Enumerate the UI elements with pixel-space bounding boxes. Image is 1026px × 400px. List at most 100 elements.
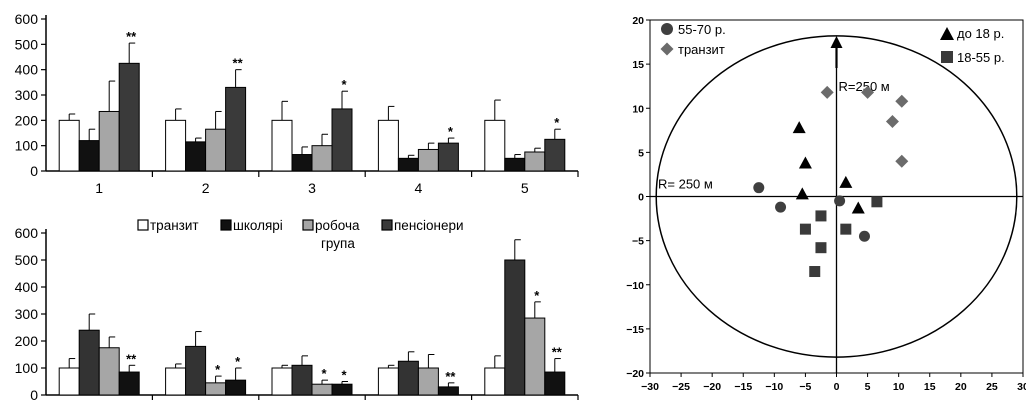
legend-marker-triangle xyxy=(940,27,954,40)
significance-mark: * xyxy=(341,77,347,92)
circle-point xyxy=(775,202,786,213)
diamond-point xyxy=(821,86,834,99)
bar xyxy=(505,158,525,171)
x-tick-label: 10 xyxy=(893,381,905,393)
bar xyxy=(99,348,119,395)
bar-chart-bottom: 0100200300400500600***** * *****транзит шко… xyxy=(15,218,578,400)
y-tick-label: 200 xyxy=(15,112,39,128)
legend-label: робоча xyxy=(315,218,360,233)
circle-point xyxy=(753,182,764,193)
triangle-point xyxy=(793,121,806,133)
bar xyxy=(438,387,458,395)
bar xyxy=(312,384,332,395)
bar xyxy=(292,365,312,395)
category-label: 1 xyxy=(95,180,103,196)
y-tick-label: 500 xyxy=(15,36,39,52)
significance-mark: ** xyxy=(233,56,244,71)
y-tick-label: 0 xyxy=(30,163,38,179)
bar xyxy=(545,372,565,395)
circle-point xyxy=(834,195,845,206)
y-tick-label: −20 xyxy=(626,368,644,380)
legend-label: група xyxy=(321,236,355,251)
x-tick-label: −30 xyxy=(641,381,659,393)
legend-label: 55-70 р. xyxy=(678,22,726,37)
category-label: 3 xyxy=(308,180,316,196)
bar xyxy=(438,143,458,171)
significance-mark: ** xyxy=(445,369,456,384)
triangle-point xyxy=(839,176,852,188)
category-label: 4 xyxy=(415,180,423,196)
x-tick-label: 30 xyxy=(1017,381,1026,393)
y-tick-label: 300 xyxy=(15,87,39,103)
square-point xyxy=(840,224,851,235)
legend-marker-square xyxy=(941,51,953,63)
bar xyxy=(272,120,292,171)
bar xyxy=(119,372,139,395)
x-tick-label: 20 xyxy=(955,381,967,393)
bar xyxy=(485,120,505,171)
bar xyxy=(332,109,352,171)
significance-mark: ** xyxy=(552,345,563,360)
legend-swatch xyxy=(221,220,231,230)
north-arrow-icon xyxy=(831,36,843,48)
bar xyxy=(332,384,352,395)
legend-marker-circle xyxy=(661,23,673,35)
bar xyxy=(398,361,418,395)
bar xyxy=(545,139,565,171)
y-tick-label: −10 xyxy=(626,280,644,292)
category-label: 2 xyxy=(202,180,210,196)
y-tick-label: 600 xyxy=(15,11,39,27)
significance-mark: * xyxy=(215,362,221,377)
y-tick-label: −5 xyxy=(632,236,644,248)
bar xyxy=(505,260,525,395)
significance-mark: * xyxy=(534,288,540,303)
significance-mark: * xyxy=(554,115,560,130)
legend-label: транзит xyxy=(678,42,725,57)
legend-swatch xyxy=(382,220,392,230)
bar xyxy=(378,368,398,395)
triangle-point xyxy=(796,187,809,199)
bar xyxy=(525,152,545,171)
diamond-point xyxy=(886,115,899,128)
legend-label: до 18 р. xyxy=(957,26,1004,41)
x-tick-label: 15 xyxy=(924,381,936,393)
bar-chart-top: 0 100 200 300 400 500 600 1 ** 2 ** 3 * 4 * 5 * xyxy=(15,11,578,196)
circle-label-left: R= 250 м xyxy=(658,177,713,192)
y-tick-label: 600 xyxy=(15,225,39,241)
scatter-chart: −30 −25 −20 −15 −10 −5 0 5 10 15 20 25 30 −20 −15 −10 −5… xyxy=(626,15,1026,393)
legend-marker-diamond xyxy=(661,43,674,56)
bar xyxy=(166,368,186,395)
triangle-point xyxy=(852,201,865,213)
x-tick-label: −15 xyxy=(734,381,752,393)
bar xyxy=(59,120,79,171)
bar xyxy=(186,142,206,171)
x-tick-label: 25 xyxy=(986,381,998,393)
y-tick-label: −15 xyxy=(626,324,644,336)
bar xyxy=(186,346,206,395)
y-tick-label: 300 xyxy=(15,306,39,322)
bar xyxy=(119,63,139,171)
y-tick-label: 400 xyxy=(15,279,39,295)
significance-mark: * xyxy=(448,124,454,139)
x-tick-label: −25 xyxy=(672,381,690,393)
y-tick-label: 5 xyxy=(638,147,644,159)
bar xyxy=(418,368,438,395)
y-tick-label: 0 xyxy=(30,387,38,400)
bar xyxy=(206,129,226,171)
significance-mark: * xyxy=(321,366,327,381)
bar xyxy=(99,111,119,171)
square-point xyxy=(871,196,882,207)
square-point xyxy=(800,224,811,235)
y-tick-label: 500 xyxy=(15,252,39,268)
significance-mark: * xyxy=(341,368,347,383)
y-tick-label: 100 xyxy=(15,138,39,154)
bar xyxy=(59,368,79,395)
legend-swatch xyxy=(303,220,313,230)
bar xyxy=(226,87,246,171)
legend-swatch xyxy=(138,220,148,230)
legend-label: пенсіонери xyxy=(394,218,464,233)
bar xyxy=(378,120,398,171)
circle-point xyxy=(859,231,870,242)
bar xyxy=(206,383,226,395)
